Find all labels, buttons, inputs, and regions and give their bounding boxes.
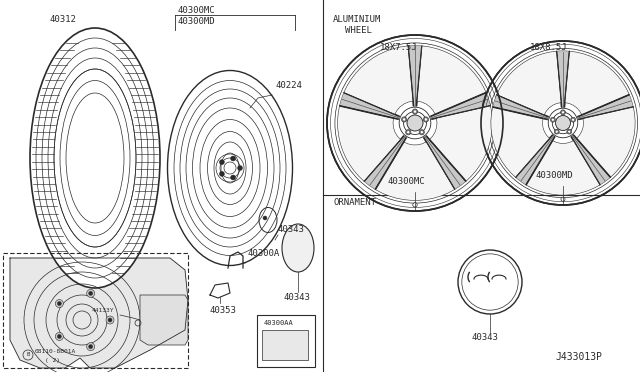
- Circle shape: [567, 129, 572, 134]
- Polygon shape: [417, 46, 486, 114]
- Text: 40300MC: 40300MC: [178, 6, 216, 15]
- Polygon shape: [577, 94, 634, 119]
- Text: J433013P: J433013P: [555, 352, 602, 362]
- Text: 40312: 40312: [50, 15, 77, 24]
- Circle shape: [55, 333, 63, 340]
- Circle shape: [86, 289, 95, 297]
- Circle shape: [550, 117, 556, 122]
- Circle shape: [458, 250, 522, 314]
- Text: 40300A: 40300A: [247, 249, 279, 258]
- Circle shape: [554, 129, 559, 134]
- Circle shape: [406, 131, 410, 134]
- Text: 40300MC: 40300MC: [388, 177, 426, 186]
- Polygon shape: [337, 106, 401, 181]
- Polygon shape: [429, 106, 492, 181]
- Polygon shape: [497, 51, 561, 115]
- Polygon shape: [526, 141, 600, 195]
- Text: ORNAMENT: ORNAMENT: [333, 198, 376, 207]
- Circle shape: [556, 116, 570, 130]
- Text: WHEEL: WHEEL: [345, 26, 372, 35]
- Circle shape: [89, 344, 93, 349]
- Circle shape: [403, 118, 406, 121]
- Circle shape: [263, 216, 267, 220]
- Text: B: B: [26, 353, 29, 357]
- Circle shape: [413, 110, 417, 113]
- Ellipse shape: [282, 224, 314, 272]
- Circle shape: [230, 156, 236, 161]
- Text: ( 2): ( 2): [45, 358, 60, 363]
- Circle shape: [561, 110, 566, 115]
- Circle shape: [106, 316, 114, 324]
- Circle shape: [423, 117, 429, 122]
- Circle shape: [561, 197, 565, 201]
- Text: 18X7.5J: 18X7.5J: [380, 43, 418, 52]
- Polygon shape: [577, 107, 635, 177]
- Circle shape: [412, 109, 418, 114]
- Circle shape: [58, 302, 61, 305]
- Polygon shape: [262, 330, 308, 360]
- Circle shape: [89, 291, 93, 295]
- Polygon shape: [364, 135, 406, 189]
- Polygon shape: [571, 135, 611, 185]
- Polygon shape: [10, 258, 188, 368]
- Circle shape: [237, 166, 243, 170]
- Polygon shape: [339, 93, 399, 119]
- Polygon shape: [515, 135, 555, 185]
- Text: 40343: 40343: [472, 333, 499, 342]
- Circle shape: [108, 318, 112, 322]
- Circle shape: [556, 130, 558, 133]
- Text: 08110-8B01A: 08110-8B01A: [35, 349, 76, 354]
- Text: 40224: 40224: [275, 81, 302, 90]
- Polygon shape: [375, 142, 454, 201]
- Text: 40343: 40343: [278, 225, 305, 234]
- Circle shape: [413, 203, 417, 207]
- Circle shape: [230, 175, 236, 180]
- Circle shape: [571, 117, 575, 122]
- Text: 40300MD: 40300MD: [536, 171, 573, 180]
- Circle shape: [220, 171, 225, 176]
- Polygon shape: [344, 46, 413, 114]
- Circle shape: [406, 129, 411, 135]
- Polygon shape: [491, 107, 550, 177]
- Text: ALUMINIUM: ALUMINIUM: [333, 15, 381, 24]
- Circle shape: [561, 111, 564, 114]
- Polygon shape: [424, 135, 466, 189]
- Circle shape: [220, 160, 225, 165]
- Polygon shape: [408, 45, 422, 106]
- Circle shape: [424, 118, 428, 121]
- Circle shape: [552, 118, 554, 121]
- Polygon shape: [493, 94, 548, 119]
- Circle shape: [407, 115, 423, 131]
- Circle shape: [401, 117, 407, 122]
- Ellipse shape: [30, 28, 160, 288]
- Polygon shape: [140, 295, 188, 345]
- Text: 40300AA: 40300AA: [264, 320, 294, 326]
- Text: 40343: 40343: [283, 293, 310, 302]
- Circle shape: [86, 343, 95, 351]
- Circle shape: [55, 299, 63, 308]
- Text: 18X8.5J: 18X8.5J: [530, 43, 568, 52]
- Text: 40300MD: 40300MD: [178, 17, 216, 26]
- Circle shape: [419, 129, 424, 135]
- Circle shape: [568, 130, 571, 133]
- Text: 40353: 40353: [210, 306, 237, 315]
- Polygon shape: [430, 93, 490, 119]
- Polygon shape: [557, 51, 570, 108]
- Polygon shape: [565, 51, 629, 115]
- Circle shape: [572, 118, 575, 121]
- Circle shape: [58, 334, 61, 339]
- Circle shape: [420, 131, 423, 134]
- Text: 44133Y: 44133Y: [92, 308, 115, 313]
